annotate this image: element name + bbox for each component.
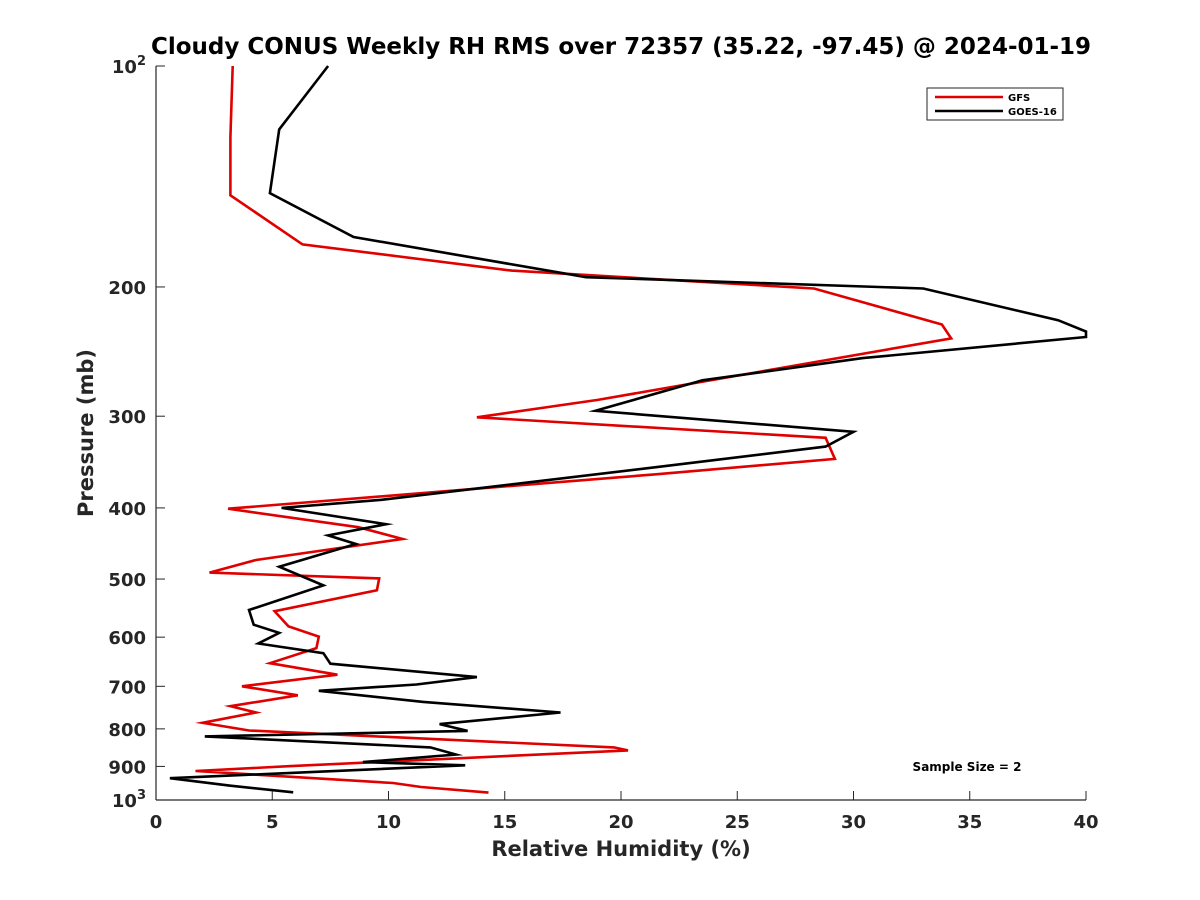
sample-size-annotation: Sample Size = 2 xyxy=(913,760,1022,774)
x-tick-label: 10 xyxy=(376,812,401,833)
y-tick-label: 102 xyxy=(112,54,146,78)
x-tick-label: 30 xyxy=(841,812,866,833)
y-tick-label: 900 xyxy=(108,757,146,778)
x-tick-label: 35 xyxy=(957,812,982,833)
legend-label-goes-16: GOES-16 xyxy=(1008,107,1057,118)
chart-title: Cloudy CONUS Weekly RH RMS over 72357 (3… xyxy=(151,34,1091,60)
legend-label-gfs: GFS xyxy=(1008,93,1030,104)
y-tick-label: 500 xyxy=(108,570,146,591)
y-tick-label: 300 xyxy=(108,407,146,428)
y-tick-label: 600 xyxy=(108,628,146,649)
legend-box xyxy=(926,87,1064,121)
y-tick-label: 103 xyxy=(112,788,146,812)
y-tick-label: 800 xyxy=(108,720,146,741)
y-tick-label: 700 xyxy=(108,677,146,698)
x-tick-label: 5 xyxy=(266,812,279,833)
x-tick-label: 40 xyxy=(1073,812,1098,833)
x-tick-label: 15 xyxy=(492,812,517,833)
series-line-goes-16 xyxy=(169,65,1088,794)
x-tick-label: 0 xyxy=(150,812,163,833)
series-lines xyxy=(169,65,1088,794)
x-tick-label: 20 xyxy=(608,812,633,833)
x-tick-label: 25 xyxy=(725,812,750,833)
legend: GFS GOES-16 xyxy=(926,87,1064,121)
y-tick-label: 200 xyxy=(108,278,146,299)
x-axis-label: Relative Humidity (%) xyxy=(491,837,750,861)
series-line-gfs xyxy=(195,65,954,794)
y-axis-label: Pressure (mb) xyxy=(74,349,98,517)
axes: 0 5 10 15 20 25 30 35 40 102 200 300 400 500 600 700 800… xyxy=(108,54,1098,833)
y-tick-label: 400 xyxy=(108,499,146,520)
